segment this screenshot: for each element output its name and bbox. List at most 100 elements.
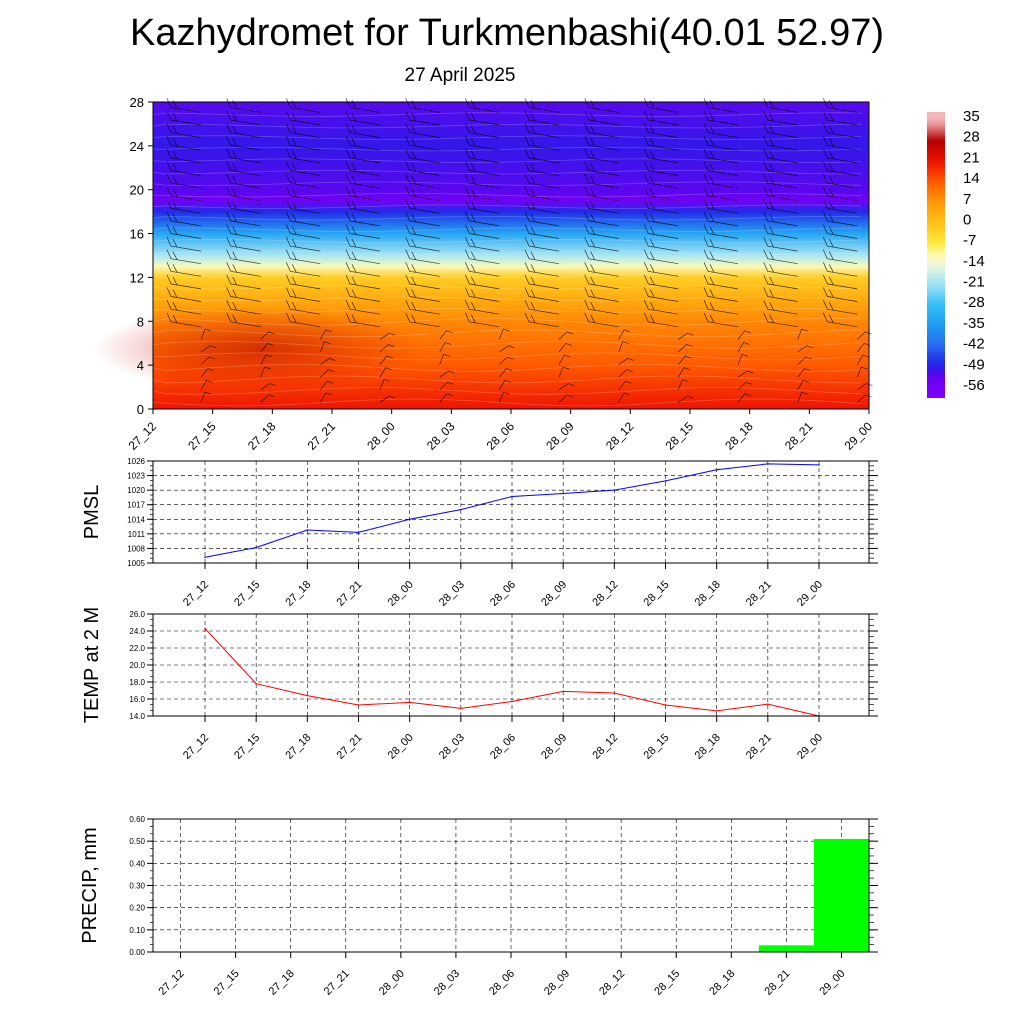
pmsl-panel: 1005 1008 1011 1014 1017 1020 1023 1026 27_12 27_… — [81, 457, 878, 609]
wind-barb — [524, 312, 560, 328]
wind-barb — [464, 136, 500, 151]
data-point — [408, 701, 411, 704]
precip-bar — [758, 945, 814, 952]
heatmap-x-tick-label: 28_03 — [424, 419, 458, 453]
x-tick-label: 28_21 — [762, 968, 792, 998]
x-tick-label: 28_21 — [744, 732, 774, 762]
wind-barb — [464, 236, 500, 252]
colorbar-fill — [927, 112, 945, 398]
wind-barb — [166, 287, 202, 302]
wind-barb — [345, 110, 381, 126]
wind-barb — [226, 262, 261, 277]
data-point — [357, 704, 360, 706]
data-point — [715, 468, 718, 471]
wind-barb — [166, 211, 202, 227]
wind-barb — [584, 211, 619, 227]
x-tick-label: 28_06 — [488, 579, 518, 609]
wind-barb — [584, 224, 619, 239]
wind-barb — [763, 211, 798, 227]
wind-barb — [405, 161, 440, 176]
wind-barb — [345, 224, 381, 239]
wind-barb — [226, 136, 261, 151]
wind-barb — [822, 211, 858, 227]
wind-barb — [703, 300, 739, 315]
x-tick-label: 28_06 — [487, 968, 517, 998]
x-tick-label: 28_00 — [377, 968, 407, 998]
wind-barb — [822, 161, 858, 176]
wind-barb — [703, 224, 739, 239]
wind-barb — [498, 379, 511, 390]
wind-barb — [822, 199, 858, 214]
wind-barb — [643, 123, 679, 138]
wind-barb — [524, 300, 560, 315]
x-tick-label: 29_00 — [795, 732, 825, 762]
wind-barb — [226, 186, 261, 202]
wind-barb — [703, 161, 739, 176]
wind-barb — [166, 312, 202, 328]
wind-barb — [166, 173, 202, 189]
wind-barb — [405, 173, 440, 189]
wind-barb — [524, 161, 560, 176]
wind-barb — [584, 287, 619, 302]
wind-barb — [763, 249, 798, 265]
wind-barb — [226, 236, 261, 252]
x-tick-label: 27_12 — [181, 579, 211, 609]
data-point — [204, 556, 206, 558]
wind-barb — [345, 161, 381, 176]
wind-barb — [558, 331, 574, 340]
wind-barb — [345, 173, 381, 189]
y-tick-label: 26.0 — [129, 610, 145, 619]
wind-barb — [643, 110, 679, 126]
wind-barb — [678, 344, 693, 353]
colorbar-label: -56 — [963, 377, 985, 394]
wind-barb — [822, 300, 858, 315]
wind-barb — [524, 110, 560, 126]
wind-barb — [464, 274, 500, 290]
colorbar-label: 14 — [963, 170, 980, 187]
wind-barb — [439, 381, 454, 391]
y-tick-label: 14.0 — [129, 712, 145, 721]
wind-barb — [703, 287, 739, 302]
wind-barb — [464, 312, 500, 328]
x-tick-label: 28_09 — [539, 732, 569, 762]
wind-barb — [524, 211, 560, 227]
colorbar-label: 21 — [963, 149, 980, 166]
x-tick-label: 27_12 — [181, 732, 211, 762]
y-tick-label: 0.10 — [129, 926, 145, 935]
contour-line — [152, 375, 861, 384]
wind-barb — [499, 356, 514, 365]
y-tick-label: 20.0 — [129, 661, 145, 670]
wind-barb — [763, 224, 798, 239]
wind-barb — [797, 379, 810, 390]
wind-barb — [226, 199, 261, 214]
y-tick-label: 0.30 — [129, 882, 145, 891]
wind-barb — [584, 110, 619, 126]
heatmap-x-tick-label: 28_21 — [782, 419, 816, 453]
heatmap-y-tick-label: 4 — [137, 358, 144, 373]
wind-barb — [166, 199, 202, 214]
heatmap-x-tick-label: 27_12 — [126, 419, 160, 453]
wind-barb — [285, 224, 321, 239]
wind-barb — [226, 312, 261, 328]
y-tick-label: 18.0 — [129, 678, 145, 687]
wind-barb — [226, 249, 261, 265]
wind-barb — [405, 136, 440, 151]
wind-barb — [822, 274, 858, 290]
colorbar-label: -14 — [963, 253, 985, 270]
heatmap-y-tick-label: 12 — [130, 270, 144, 285]
wind-barb — [405, 186, 440, 202]
data-point — [613, 489, 616, 491]
wind-barb — [260, 331, 275, 340]
wind-barb — [643, 287, 679, 302]
colorbar-label: 0 — [963, 211, 971, 228]
heatmap-y-tick-label: 0 — [137, 402, 144, 417]
wind-barb — [763, 173, 798, 189]
x-tick-label: 29_00 — [795, 579, 825, 609]
wind-barb — [226, 287, 261, 302]
wind-barb — [226, 123, 261, 138]
wind-barb — [200, 356, 216, 365]
y-tick-label: 1014 — [127, 515, 145, 524]
wind-barb — [166, 236, 202, 252]
wind-barb — [763, 161, 798, 176]
